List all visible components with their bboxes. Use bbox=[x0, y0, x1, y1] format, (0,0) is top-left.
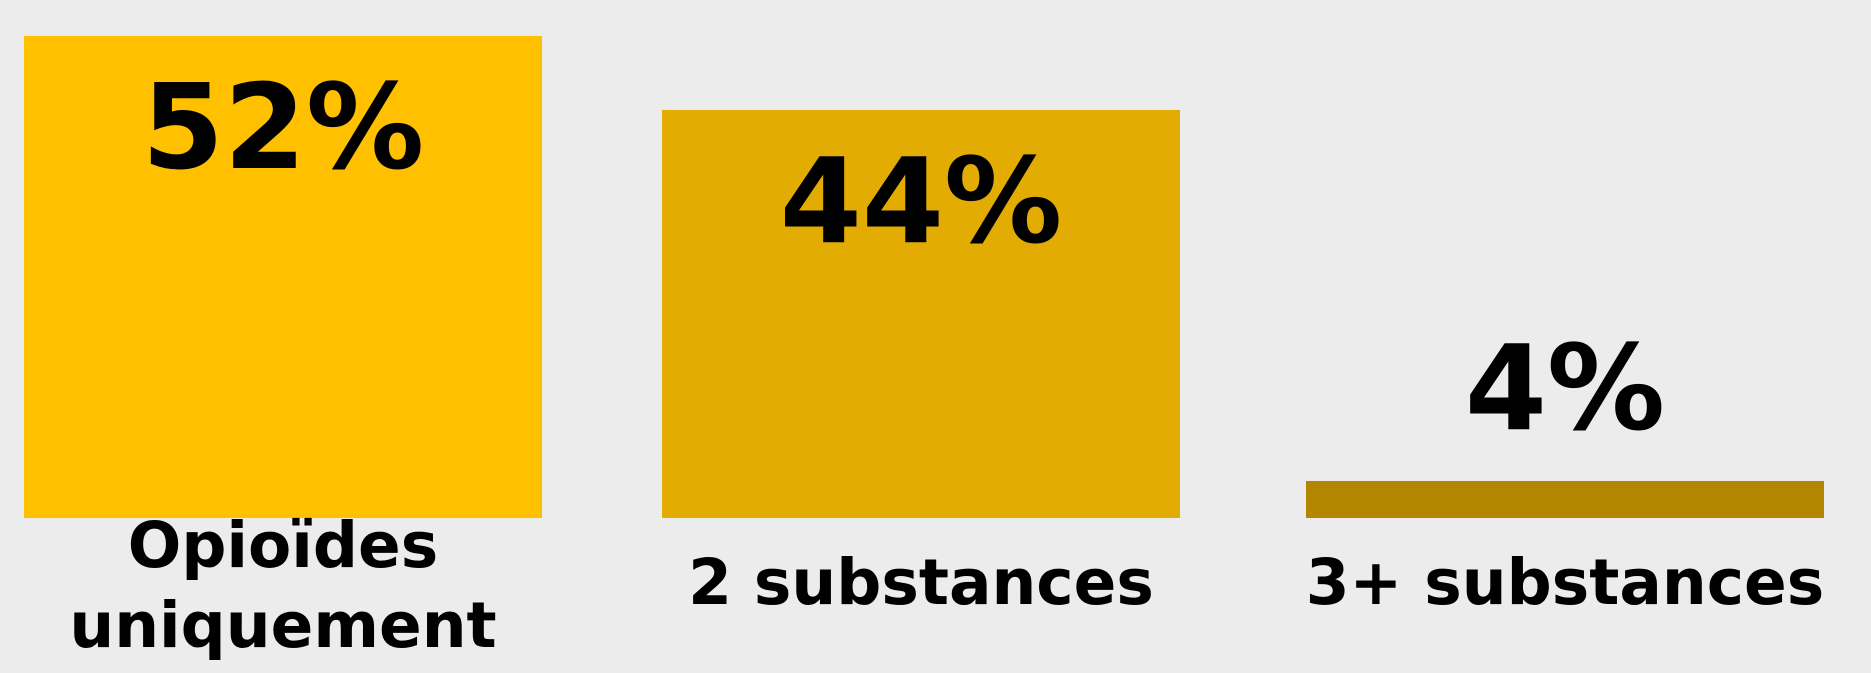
bars-group bbox=[24, 36, 1824, 519]
category-label-2: 2 substances bbox=[688, 546, 1154, 619]
value-label-1: 52% bbox=[142, 58, 424, 196]
value-label-2: 44% bbox=[780, 132, 1062, 270]
bar-3 bbox=[1306, 480, 1824, 518]
category-label-1-line-2: uniquement bbox=[69, 589, 496, 662]
bar-1 bbox=[24, 36, 542, 518]
value-labels-group: 52% 44% 4% bbox=[142, 58, 1665, 457]
category-label-1-line-1: Opioïdes bbox=[128, 509, 438, 582]
value-label-3: 4% bbox=[1465, 319, 1665, 457]
category-label-3: 3+ substances bbox=[1306, 546, 1825, 619]
bar-2 bbox=[662, 110, 1180, 519]
